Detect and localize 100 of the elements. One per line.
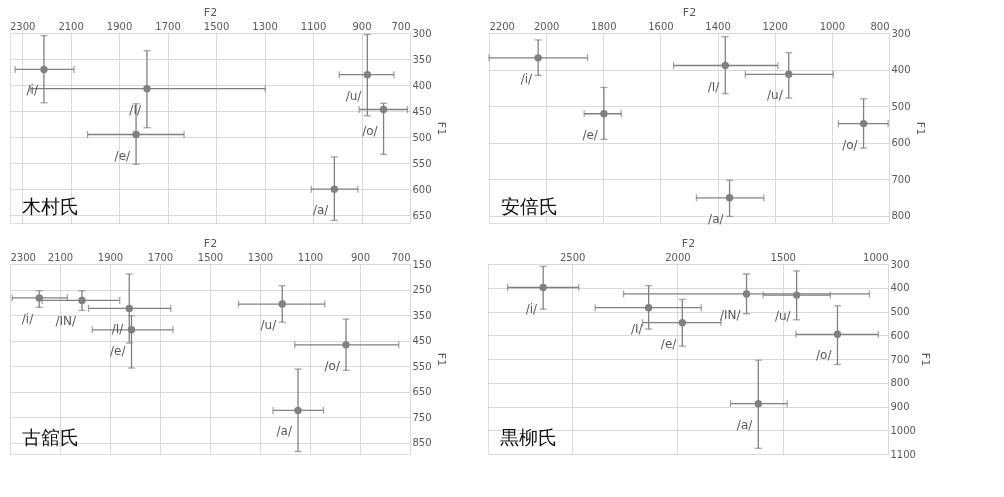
y-tick-label: 800 xyxy=(891,210,911,222)
annotation: /e/ xyxy=(110,343,127,358)
text: 黒柳氏 xyxy=(500,427,557,448)
x-tick-label: 2100 xyxy=(47,251,74,263)
text: 安倍氏 xyxy=(501,196,558,217)
y-tick-label: 150 xyxy=(412,258,432,270)
x-tick-label: 700 xyxy=(391,251,411,263)
y-axis-title: F1 xyxy=(434,121,448,136)
y-tick-label: 550 xyxy=(412,360,432,372)
x-tick-label: 1000 xyxy=(863,251,889,263)
y-tick-label: 500 xyxy=(890,306,910,317)
y-tick-label: 550 xyxy=(412,157,432,169)
annotation: /u/ xyxy=(774,309,792,324)
annotation: /a/ xyxy=(276,424,293,439)
x-tick-label: 2100 xyxy=(58,20,84,32)
x-tick-label: 1500 xyxy=(197,251,224,263)
y-tick-label: 250 xyxy=(412,284,432,295)
annotation: /u/ xyxy=(345,88,363,103)
y-tick-label: 1000 xyxy=(890,424,916,436)
annotation: /i/ xyxy=(21,311,35,326)
annotation: /e/ xyxy=(660,336,678,351)
y-tick-label: 500 xyxy=(412,131,432,143)
x-axis-title: F2 xyxy=(682,5,697,19)
annotation: /a/ xyxy=(708,211,725,226)
annotation: /e/ xyxy=(114,148,132,163)
annotation: /IN/ xyxy=(719,307,742,322)
y-tick-label: 750 xyxy=(412,411,432,423)
annotation: /o/ xyxy=(362,123,379,138)
x-tick-label: 2000 xyxy=(665,251,691,263)
x-axis-title: F2 xyxy=(681,236,696,250)
x-tick-label: 2200 xyxy=(489,20,515,32)
y-tick-label: 350 xyxy=(412,53,432,65)
y-tick-label: 450 xyxy=(412,105,432,117)
annotation: /i/ xyxy=(525,301,539,316)
y-axis-title: F1 xyxy=(918,352,932,367)
y-tick-label: 500 xyxy=(891,100,911,112)
y-tick-label: 300 xyxy=(890,258,910,270)
x-axis-title: F2 xyxy=(203,236,218,250)
annotation: /u/ xyxy=(767,88,784,103)
x-tick-label: 1100 xyxy=(297,251,324,263)
x-tick-label: 2000 xyxy=(533,20,560,32)
y-tick-label: 400 xyxy=(890,282,910,294)
x-tick-label: 1800 xyxy=(591,20,617,32)
annotation: /i/ xyxy=(520,71,534,86)
y-tick-label: 300 xyxy=(891,27,911,39)
x-tick-label: 900 xyxy=(352,20,372,32)
annotation: /I/ xyxy=(631,321,644,336)
x-tick-label: 800 xyxy=(870,20,890,32)
annotation: /o/ xyxy=(324,358,341,373)
x-tick-label: 1700 xyxy=(147,251,174,263)
annotation: /IN/ xyxy=(55,314,77,329)
x-tick-label: 900 xyxy=(350,251,371,263)
x-tick-label: 1700 xyxy=(155,20,181,32)
y-tick-label: 400 xyxy=(412,79,432,91)
y-tick-label: 1100 xyxy=(890,448,916,460)
y-tick-label: 300 xyxy=(412,27,432,39)
x-tick-label: 1400 xyxy=(705,20,731,32)
x-tick-label: 1900 xyxy=(97,251,124,263)
x-tick-label: 1500 xyxy=(203,20,230,32)
y-axis-title: F1 xyxy=(434,352,448,367)
annotation: /a/ xyxy=(736,417,754,432)
x-tick-label: 1000 xyxy=(819,20,846,32)
x-axis-title: F2 xyxy=(203,5,218,19)
x-tick-label: 1300 xyxy=(247,251,274,263)
point xyxy=(143,85,151,93)
y-tick-label: 600 xyxy=(891,137,911,149)
annotation: /e/ xyxy=(582,127,599,142)
y-tick-label: 650 xyxy=(412,386,432,398)
annotation: /I/ xyxy=(129,102,142,117)
x-tick-label: 1200 xyxy=(762,20,788,32)
y-tick-label: 700 xyxy=(891,173,911,185)
x-tick-label: 1300 xyxy=(252,20,278,32)
y-axis-title: F1 xyxy=(913,121,927,136)
y-tick-label: 450 xyxy=(412,335,432,347)
y-tick-label: 400 xyxy=(891,64,911,76)
point xyxy=(40,65,48,74)
x-tick-label: 1600 xyxy=(648,20,674,32)
x-tick-label: 1100 xyxy=(300,20,327,32)
annotation: /o/ xyxy=(842,137,859,152)
y-tick-label: 900 xyxy=(890,401,910,412)
x-tick-label: 1500 xyxy=(770,251,796,263)
point xyxy=(379,105,388,114)
annotation: /o/ xyxy=(816,348,833,363)
y-tick-label: 600 xyxy=(890,329,910,341)
y-tick-label: 650 xyxy=(412,209,432,221)
x-tick-label: 2300 xyxy=(9,20,36,32)
x-tick-label: 2300 xyxy=(10,251,36,263)
annotation: /I/ xyxy=(707,79,721,94)
x-tick-label: 2500 xyxy=(559,251,586,263)
y-tick-label: 350 xyxy=(412,309,432,321)
y-tick-label: 850 xyxy=(412,437,432,449)
x-tick-label: 700 xyxy=(391,20,411,32)
y-tick-label: 700 xyxy=(890,353,910,365)
point xyxy=(132,130,140,139)
text: 木村氏 xyxy=(22,196,79,217)
y-tick-label: 600 xyxy=(412,183,432,195)
text: 古舘氏 xyxy=(22,427,79,448)
y-tick-label: 800 xyxy=(890,377,910,389)
x-tick-label: 1900 xyxy=(106,20,133,32)
point xyxy=(330,185,339,193)
